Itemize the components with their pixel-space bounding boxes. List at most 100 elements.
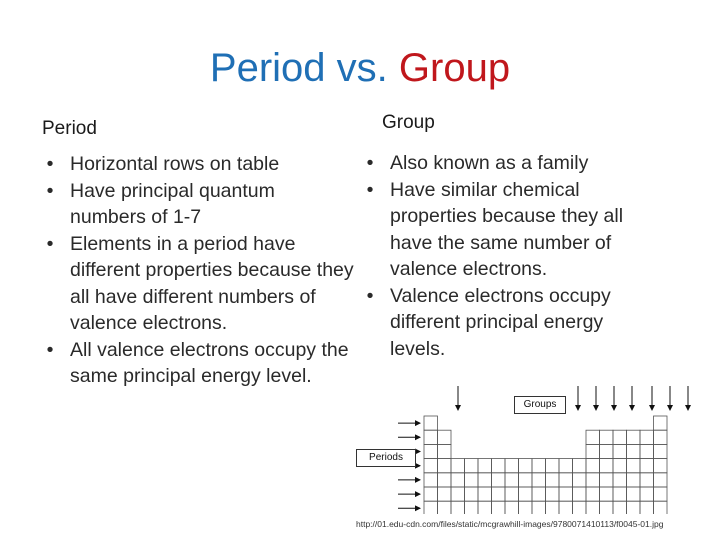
table-cell [531, 486, 546, 502]
table-cell [423, 415, 438, 431]
table-cell [585, 472, 600, 488]
table-cell [626, 472, 641, 488]
bullet-text: Elements in a period have different prop… [70, 232, 354, 335]
table-cell [653, 415, 668, 431]
table-cell [653, 486, 668, 502]
group-bullet-list: • Also known as a family • Have similar ch… [356, 150, 656, 362]
table-cell [518, 472, 533, 488]
list-item: • Valence electrons occupy different prin… [356, 283, 656, 363]
table-cell [545, 472, 560, 488]
table-cell [558, 500, 573, 514]
table-cell [518, 458, 533, 474]
table-cell [558, 486, 573, 502]
table-cell [626, 458, 641, 474]
table-cell [437, 486, 452, 502]
bullet-icon: • [46, 179, 54, 202]
table-cell [504, 486, 519, 502]
table-cell [504, 500, 519, 514]
bullet-icon: • [366, 178, 374, 201]
table-cell [612, 458, 627, 474]
list-item: • All valence electrons occupy the same p… [36, 337, 356, 390]
period-bullet-list: • Horizontal rows on table • Have principa… [36, 151, 356, 390]
bullet-text: Valence electrons occupy different princ… [390, 284, 611, 360]
table-cell [653, 458, 668, 474]
table-cell [599, 472, 614, 488]
bullet-text: All valence electrons occupy the same pr… [70, 338, 349, 388]
table-cell [518, 486, 533, 502]
table-cell [464, 472, 479, 488]
table-cell [450, 486, 465, 502]
table-cell [585, 429, 600, 445]
periodic-table-grid [398, 386, 691, 514]
table-cell [639, 500, 654, 514]
table-cell [599, 500, 614, 514]
table-cell [639, 429, 654, 445]
table-cell [612, 444, 627, 460]
table-cell [518, 500, 533, 514]
bullet-text: Horizontal rows on table [70, 153, 280, 175]
table-cell [531, 458, 546, 474]
table-cell [572, 458, 587, 474]
table-cell [653, 444, 668, 460]
table-cell [572, 486, 587, 502]
table-cell [626, 429, 641, 445]
table-cell [585, 486, 600, 502]
table-cell [504, 458, 519, 474]
table-cell [599, 486, 614, 502]
table-cell [491, 458, 506, 474]
table-cell [437, 458, 452, 474]
image-credit: http://01.edu-cdn.com/files/static/mcgra… [356, 519, 664, 529]
table-cell [612, 429, 627, 445]
table-cell [464, 486, 479, 502]
table-cell [477, 486, 492, 502]
table-cell [464, 458, 479, 474]
table-cell [423, 458, 438, 474]
bullet-icon: • [46, 338, 54, 361]
table-cell [558, 472, 573, 488]
table-cell [626, 500, 641, 514]
table-cell [423, 429, 438, 445]
table-cell [639, 458, 654, 474]
table-cell [572, 500, 587, 514]
list-item: • Also known as a family [356, 150, 656, 177]
slide-title: Period vs. Group [0, 44, 720, 92]
table-cell [504, 472, 519, 488]
table-cell [491, 486, 506, 502]
table-cell [612, 500, 627, 514]
table-cell [545, 500, 560, 514]
table-cell [639, 444, 654, 460]
table-cell [599, 444, 614, 460]
periods-label: Periods [356, 449, 416, 467]
list-item: • Horizontal rows on table [36, 151, 356, 178]
bullet-text: Have principal quantum numbers of 1-7 [70, 179, 275, 229]
groups-label: Groups [514, 396, 566, 414]
bullet-icon: • [46, 232, 54, 255]
table-cell [612, 486, 627, 502]
table-cell [653, 429, 668, 445]
table-cell [423, 486, 438, 502]
group-heading: Group [382, 112, 435, 133]
bullet-icon: • [366, 284, 374, 307]
table-cell [491, 472, 506, 488]
table-cell [437, 500, 452, 514]
table-cell [423, 444, 438, 460]
table-cell [599, 458, 614, 474]
table-cell [491, 500, 506, 514]
table-cell [572, 472, 587, 488]
table-cell [585, 500, 600, 514]
table-cell [464, 500, 479, 514]
period-heading: Period [42, 118, 97, 139]
table-cell [639, 486, 654, 502]
table-cell [423, 472, 438, 488]
table-cell [450, 500, 465, 514]
bullet-text: Also known as a family [390, 152, 589, 174]
table-cell [653, 500, 668, 514]
table-cell [585, 444, 600, 460]
table-cell [653, 472, 668, 488]
table-cell [450, 472, 465, 488]
table-cell [477, 500, 492, 514]
table-cell [450, 458, 465, 474]
table-cell [437, 429, 452, 445]
table-cell [639, 472, 654, 488]
table-cell [599, 429, 614, 445]
